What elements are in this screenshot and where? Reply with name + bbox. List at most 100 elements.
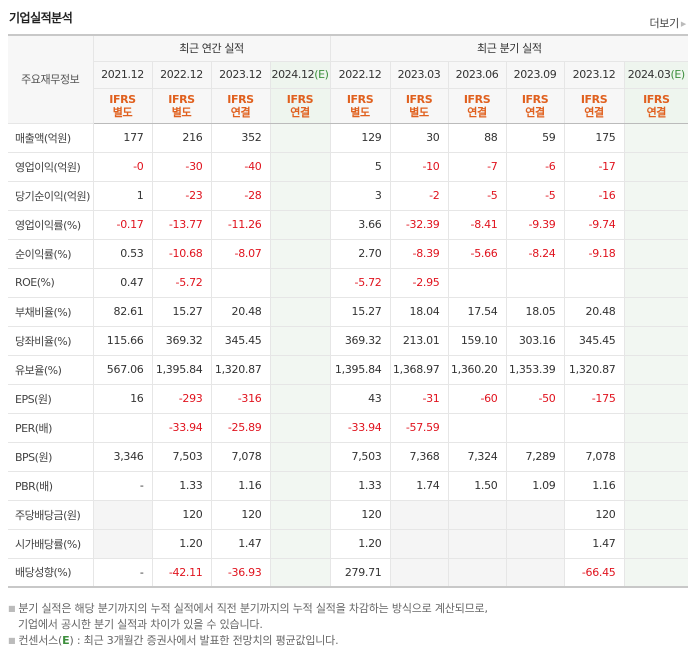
value-cell: -9.74 xyxy=(563,209,625,240)
value-cell: 352 xyxy=(210,122,271,153)
value-cell: 43 xyxy=(329,383,391,414)
value-cell: 120 xyxy=(563,499,625,530)
row-label: 부채비율(%) xyxy=(8,296,94,327)
row-label: 영업이익률(%) xyxy=(8,209,94,240)
value-cell xyxy=(623,122,689,153)
table-row: PER(배) -33.94 -25.89 -33.94 -57.59 xyxy=(8,412,689,443)
value-cell xyxy=(623,354,689,385)
table-row: ROE(%) 0.47 -5.72 -5.72 -2.95 xyxy=(8,267,689,298)
value-cell: -50 xyxy=(505,383,565,414)
value-cell: 1.16 xyxy=(210,470,271,501)
row-label: 매출액(억원) xyxy=(8,122,94,153)
value-cell: -0.17 xyxy=(92,209,153,240)
value-cell: 2.70 xyxy=(329,238,391,269)
row-label: 당좌비율(%) xyxy=(8,325,94,356)
value-cell: 279.71 xyxy=(329,557,391,588)
value-cell: -42.11 xyxy=(151,557,212,588)
value-cell: 0.53 xyxy=(92,238,153,269)
value-cell: -33.94 xyxy=(151,412,212,443)
value-cell xyxy=(623,325,689,356)
value-cell: 20.48 xyxy=(210,296,271,327)
value-cell xyxy=(623,383,689,414)
footnote-quarterly: ■ 분기 실적은 해당 분기까지의 누적 실적에서 직전 분기까지의 누적 실적을… xyxy=(8,602,488,615)
value-cell xyxy=(623,238,689,269)
row-label: 배당성향(%) xyxy=(8,557,94,588)
value-cell: 15.27 xyxy=(329,296,391,327)
value-cell xyxy=(389,528,449,559)
bullet-icon: ■ xyxy=(8,604,16,613)
more-link[interactable]: 더보기 ▶ xyxy=(649,15,686,31)
value-cell: -8.07 xyxy=(210,238,271,269)
value-cell xyxy=(563,267,625,298)
value-cell: - xyxy=(92,470,153,501)
label-column-header: 주요재무정보 xyxy=(8,34,94,124)
value-cell: -30 xyxy=(151,151,212,182)
value-cell xyxy=(623,499,689,530)
value-cell xyxy=(623,470,689,501)
value-cell: 120 xyxy=(151,499,212,530)
value-cell xyxy=(269,470,331,501)
value-cell: 16 xyxy=(92,383,153,414)
value-cell: 1.33 xyxy=(329,470,391,501)
value-cell: 1,368.97 xyxy=(389,354,449,385)
value-cell: -16 xyxy=(563,180,625,211)
value-cell: 115.66 xyxy=(92,325,153,356)
value-cell: 18.04 xyxy=(389,296,449,327)
value-cell xyxy=(623,557,689,588)
row-label: 당기순이익(억원) xyxy=(8,180,94,211)
value-cell: 5 xyxy=(329,151,391,182)
value-cell: -8.24 xyxy=(505,238,565,269)
value-cell: -5 xyxy=(447,180,507,211)
row-label: 순이익률(%) xyxy=(8,238,94,269)
value-cell: 567.06 xyxy=(92,354,153,385)
value-cell xyxy=(269,151,331,182)
table-row: BPS(원) 3,346 7,503 7,078 7,503 7,368 7,324 7,28… xyxy=(8,441,689,472)
value-cell: 0.47 xyxy=(92,267,153,298)
period-header: 2023.03 xyxy=(389,60,449,89)
value-cell xyxy=(505,499,565,530)
value-cell xyxy=(389,557,449,588)
period-header: 2023.09 xyxy=(505,60,565,89)
value-cell xyxy=(92,528,153,559)
value-cell xyxy=(269,267,331,298)
value-cell: - xyxy=(92,557,153,588)
value-cell: -60 xyxy=(447,383,507,414)
estimate-mark: (E) xyxy=(314,68,329,81)
table-row: 당좌비율(%) 115.66 369.32 345.45 369.32 213.01 159… xyxy=(8,325,689,356)
accounting-standard-header: IFRS 별도 xyxy=(92,87,153,124)
table-row: 영업이익률(%) -0.17 -13.77 -11.26 3.66 -32.39 -8.41… xyxy=(8,209,689,240)
value-cell: 82.61 xyxy=(92,296,153,327)
row-label: 유보율(%) xyxy=(8,354,94,385)
estimate-mark: (E) xyxy=(670,68,685,81)
value-cell: 15.27 xyxy=(151,296,212,327)
value-cell: -25.89 xyxy=(210,412,271,443)
value-cell xyxy=(269,528,331,559)
value-cell xyxy=(269,354,331,385)
value-cell: 1.33 xyxy=(151,470,212,501)
value-cell: 30 xyxy=(389,122,449,153)
value-cell: 1,395.84 xyxy=(329,354,391,385)
row-label: BPS(원) xyxy=(8,441,94,472)
value-cell xyxy=(563,412,625,443)
row-label: EPS(원) xyxy=(8,383,94,414)
accounting-standard-header: IFRS 별도 xyxy=(389,87,449,124)
footnotes: ■ 분기 실적은 해당 분기까지의 누적 실적에서 직전 분기까지의 누적 실적을… xyxy=(8,601,488,649)
value-cell: -2.95 xyxy=(389,267,449,298)
value-cell: -8.41 xyxy=(447,209,507,240)
value-cell: 3 xyxy=(329,180,391,211)
value-cell: -8.39 xyxy=(389,238,449,269)
value-cell: 175 xyxy=(563,122,625,153)
value-cell xyxy=(269,296,331,327)
value-cell: 345.45 xyxy=(210,325,271,356)
period-header: 2024.03(E) xyxy=(623,60,689,89)
row-label: 주당배당금(원) xyxy=(8,499,94,530)
value-cell: 88 xyxy=(447,122,507,153)
value-cell xyxy=(269,122,331,153)
value-cell: 1.20 xyxy=(329,528,391,559)
value-cell: 1.50 xyxy=(447,470,507,501)
accounting-standard-header: IFRS 연결 xyxy=(505,87,565,124)
value-cell xyxy=(447,557,507,588)
value-cell: 1.16 xyxy=(563,470,625,501)
table-row: PBR(배) -1.33 1.16 1.33 1.74 1.50 1.09 1.16 xyxy=(8,470,689,501)
value-cell xyxy=(269,238,331,269)
